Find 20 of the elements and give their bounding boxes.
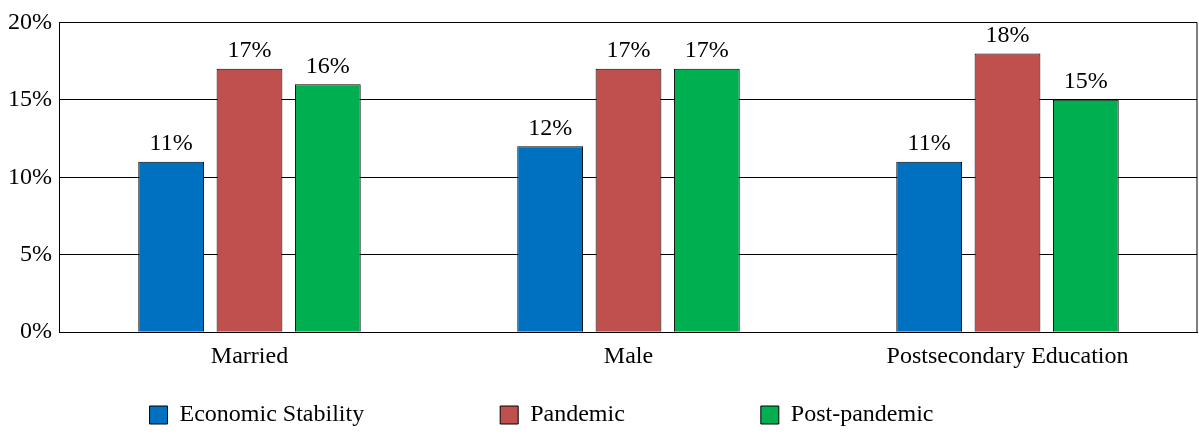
legend-label: Post-pandemic	[790, 400, 1048, 427]
x-tick-label: Male	[603, 341, 654, 368]
y-tick-label: 10%	[7, 162, 52, 189]
y-tick-label: 5%	[19, 240, 52, 267]
y-tick-label: 20%	[7, 7, 52, 34]
data-label: 15%	[1063, 67, 1108, 94]
data-label: 12%	[528, 113, 573, 140]
x-tick-label: Married	[210, 341, 289, 368]
x-tick-label: Postsecondary Education	[886, 341, 1129, 368]
legend-label: Pandemic	[530, 400, 739, 427]
data-label: 17%	[606, 36, 651, 63]
data-label: 11%	[907, 129, 951, 156]
y-tick-label: 15%	[7, 85, 52, 112]
data-label: 18%	[985, 20, 1030, 47]
data-label: 11%	[149, 129, 193, 156]
y-tick-label: 0%	[19, 317, 52, 344]
legend-label: Economic Stability	[179, 400, 479, 427]
data-label: 17%	[227, 36, 272, 63]
data-label: 17%	[684, 36, 729, 63]
data-label: 16%	[305, 51, 350, 78]
